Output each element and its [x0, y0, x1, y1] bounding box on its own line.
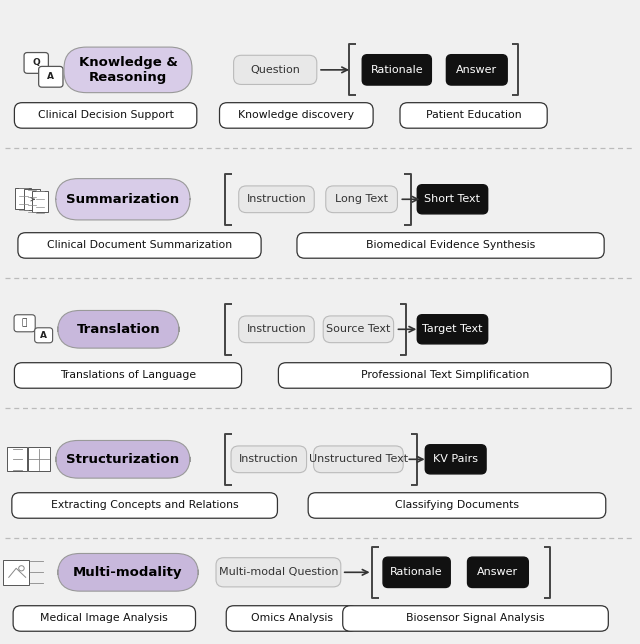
Text: Rationale: Rationale	[390, 567, 443, 577]
FancyBboxPatch shape	[417, 315, 488, 344]
Text: A: A	[40, 331, 47, 340]
FancyBboxPatch shape	[239, 316, 314, 343]
FancyBboxPatch shape	[231, 446, 307, 473]
Text: Knowledge &
Reasoning: Knowledge & Reasoning	[79, 56, 177, 84]
Text: Question: Question	[250, 65, 300, 75]
FancyBboxPatch shape	[220, 102, 373, 128]
FancyBboxPatch shape	[14, 315, 35, 332]
FancyBboxPatch shape	[28, 448, 50, 471]
FancyBboxPatch shape	[323, 316, 394, 343]
FancyBboxPatch shape	[58, 553, 198, 591]
FancyBboxPatch shape	[447, 55, 507, 85]
Text: KV Pairs: KV Pairs	[433, 454, 478, 464]
Text: Classifying Documents: Classifying Documents	[395, 500, 519, 511]
Text: Rationale: Rationale	[371, 65, 423, 75]
Text: Summarization: Summarization	[67, 193, 179, 206]
Text: Clinical Decision Support: Clinical Decision Support	[38, 110, 173, 120]
FancyBboxPatch shape	[362, 55, 431, 85]
Text: Answer: Answer	[456, 65, 497, 75]
FancyBboxPatch shape	[24, 53, 49, 73]
Text: Instruction: Instruction	[246, 194, 307, 204]
FancyBboxPatch shape	[216, 558, 340, 587]
Text: Answer: Answer	[477, 567, 518, 577]
FancyBboxPatch shape	[24, 189, 40, 210]
FancyBboxPatch shape	[417, 185, 488, 214]
FancyBboxPatch shape	[400, 102, 547, 128]
FancyBboxPatch shape	[468, 557, 529, 587]
Text: Instruction: Instruction	[239, 454, 299, 464]
Text: Clinical Document Summarization: Clinical Document Summarization	[47, 240, 232, 251]
FancyBboxPatch shape	[425, 445, 486, 474]
FancyBboxPatch shape	[12, 493, 278, 518]
FancyBboxPatch shape	[7, 448, 28, 471]
Text: Source Text: Source Text	[326, 325, 390, 334]
FancyBboxPatch shape	[314, 446, 403, 473]
Text: Professional Text Simplification: Professional Text Simplification	[361, 370, 529, 381]
Text: Structurization: Structurization	[67, 453, 179, 466]
FancyBboxPatch shape	[308, 493, 605, 518]
FancyBboxPatch shape	[383, 557, 451, 587]
Text: Extracting Concepts and Relations: Extracting Concepts and Relations	[51, 500, 239, 511]
FancyBboxPatch shape	[13, 606, 196, 631]
FancyBboxPatch shape	[239, 186, 314, 213]
FancyBboxPatch shape	[227, 606, 357, 631]
Text: Translations of Language: Translations of Language	[60, 370, 196, 381]
Text: Multi-modality: Multi-modality	[73, 566, 183, 579]
FancyBboxPatch shape	[58, 310, 179, 348]
Text: Patient Education: Patient Education	[426, 110, 522, 120]
FancyBboxPatch shape	[18, 232, 261, 258]
FancyBboxPatch shape	[32, 191, 48, 212]
FancyBboxPatch shape	[35, 328, 52, 343]
FancyBboxPatch shape	[15, 363, 242, 388]
Text: Q: Q	[33, 59, 40, 68]
Text: Unstructured Text: Unstructured Text	[309, 454, 408, 464]
FancyBboxPatch shape	[343, 606, 608, 631]
Text: 文: 文	[22, 319, 28, 328]
Text: A: A	[47, 72, 54, 81]
Text: Biosensor Signal Analysis: Biosensor Signal Analysis	[406, 614, 545, 623]
Text: Short Text: Short Text	[424, 194, 481, 204]
Text: Target Text: Target Text	[422, 325, 483, 334]
Text: Instruction: Instruction	[246, 325, 307, 334]
FancyBboxPatch shape	[3, 560, 29, 585]
FancyBboxPatch shape	[326, 186, 397, 213]
Text: Medical Image Analysis: Medical Image Analysis	[40, 614, 168, 623]
FancyBboxPatch shape	[56, 178, 190, 220]
FancyBboxPatch shape	[234, 55, 317, 84]
FancyBboxPatch shape	[64, 47, 192, 93]
FancyBboxPatch shape	[15, 188, 31, 209]
Text: Knowledge discovery: Knowledge discovery	[238, 110, 355, 120]
Text: Biomedical Evidence Synthesis: Biomedical Evidence Synthesis	[366, 240, 535, 251]
FancyBboxPatch shape	[56, 440, 190, 478]
Text: Multi-modal Question: Multi-modal Question	[219, 567, 338, 577]
Text: Translation: Translation	[77, 323, 160, 336]
Text: Omics Analysis: Omics Analysis	[251, 614, 333, 623]
Text: Long Text: Long Text	[335, 194, 388, 204]
FancyBboxPatch shape	[15, 102, 197, 128]
FancyBboxPatch shape	[297, 232, 604, 258]
FancyBboxPatch shape	[38, 66, 63, 87]
FancyBboxPatch shape	[278, 363, 611, 388]
